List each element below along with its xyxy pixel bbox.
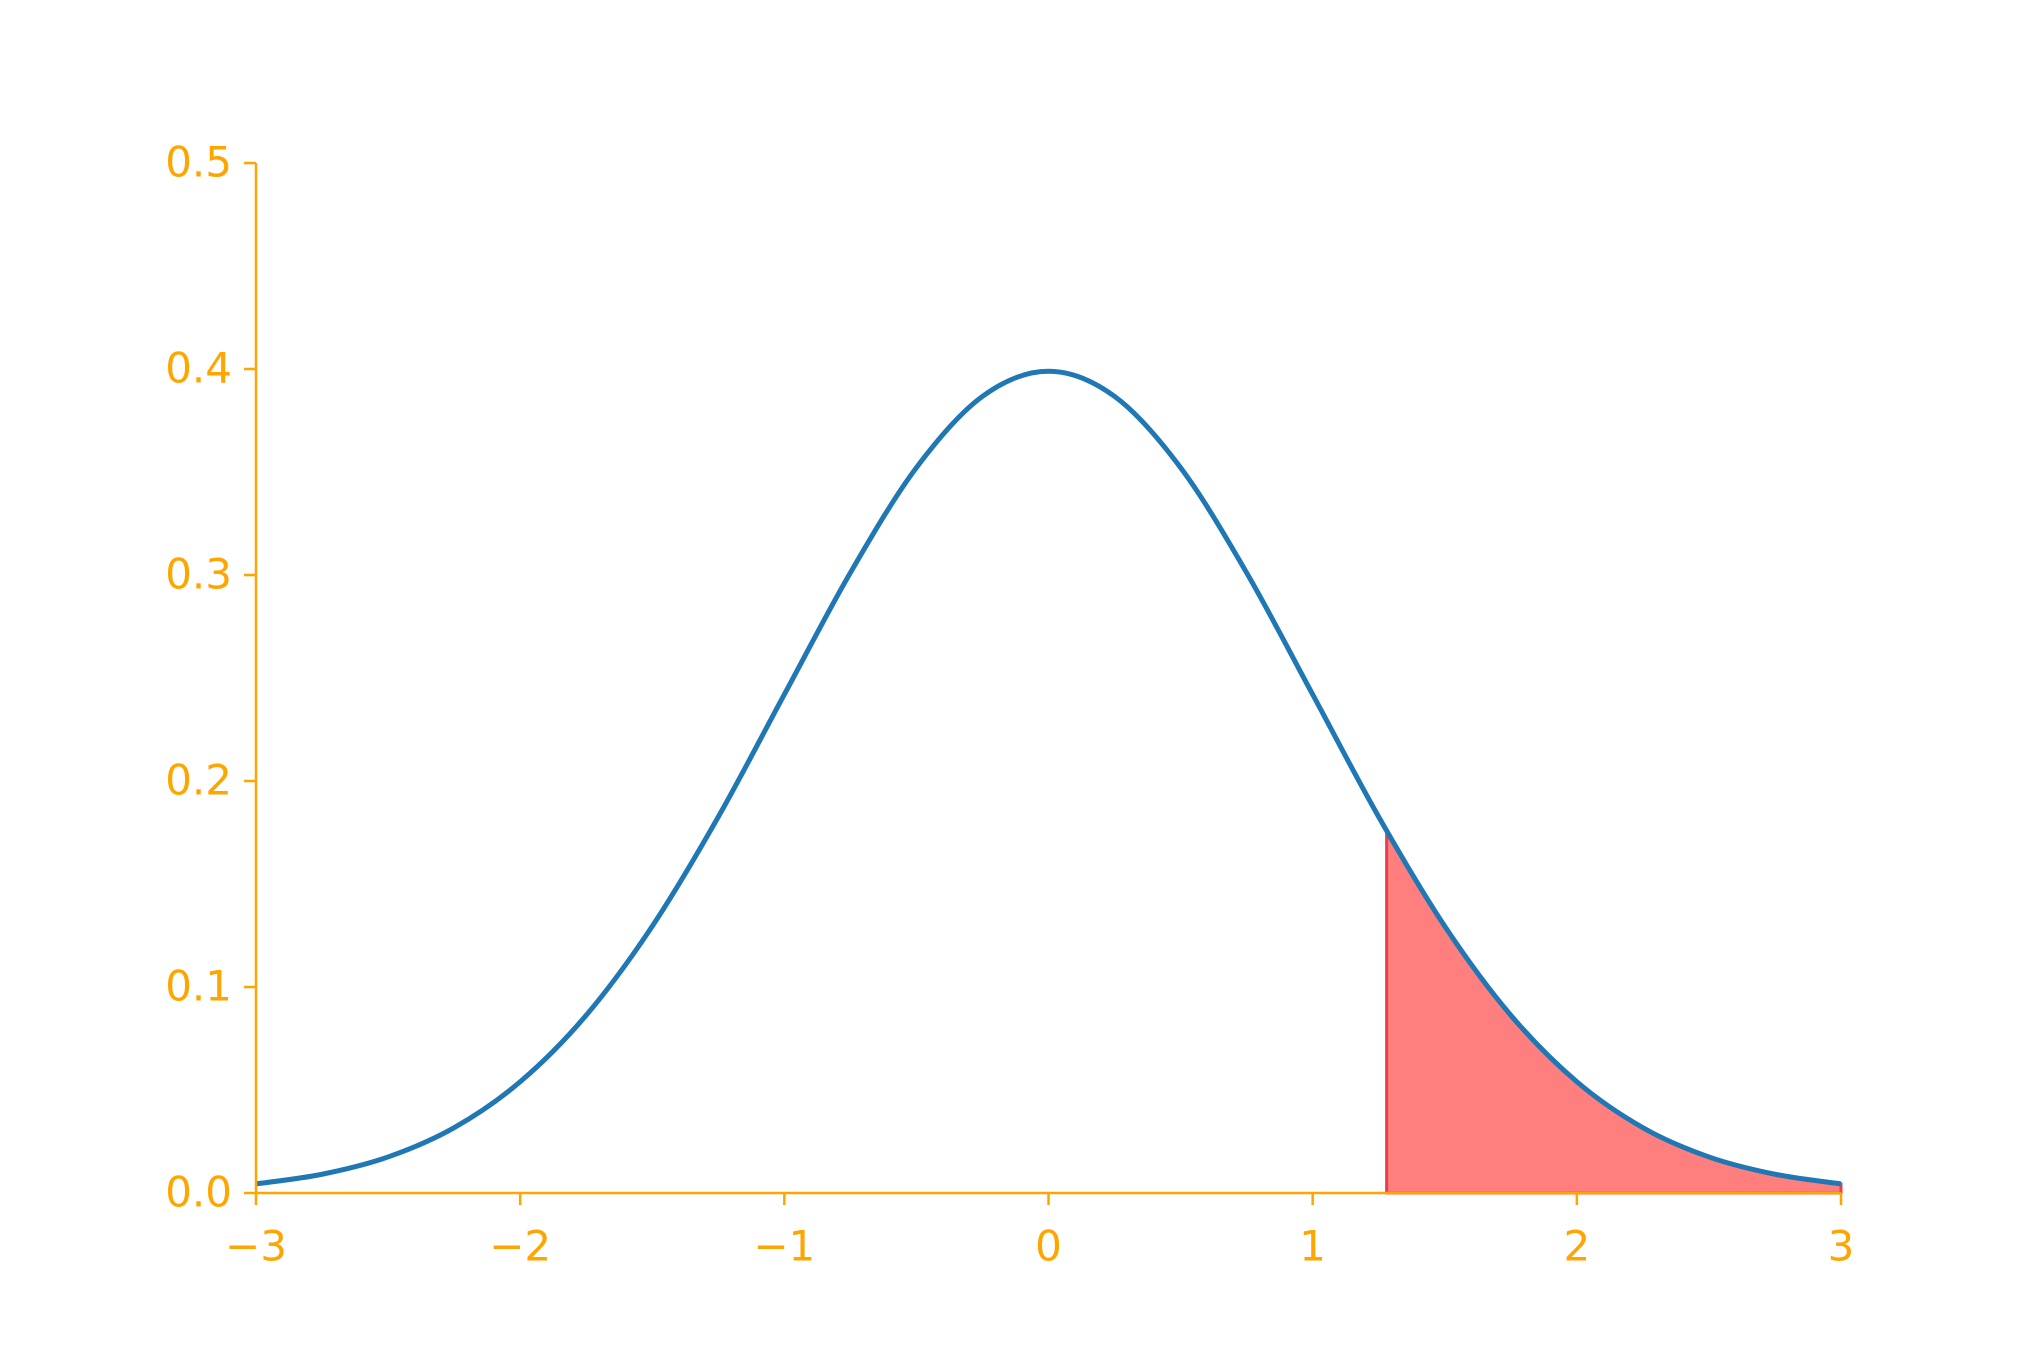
y-tick-label: 0.2 [165,756,232,805]
x-tick-label: 2 [1563,1222,1590,1271]
y-tick-label: 0.1 [165,962,232,1011]
y-tick-label: 0.3 [165,550,232,599]
x-tick-label: 3 [1828,1222,1855,1271]
x-tick-label: 1 [1299,1222,1326,1271]
shaded-area [1385,825,1843,1195]
y-tick-label: 0.0 [165,1168,232,1217]
x-tick-label: −2 [489,1222,551,1271]
y-tick-label: 0.4 [165,344,232,393]
curve [255,368,1842,1187]
y-tick-label: 0.5 [165,138,232,187]
x-tick-label: 0 [1035,1222,1062,1271]
x-tick-label: −1 [753,1222,815,1271]
x-tick-label: −3 [225,1222,287,1271]
